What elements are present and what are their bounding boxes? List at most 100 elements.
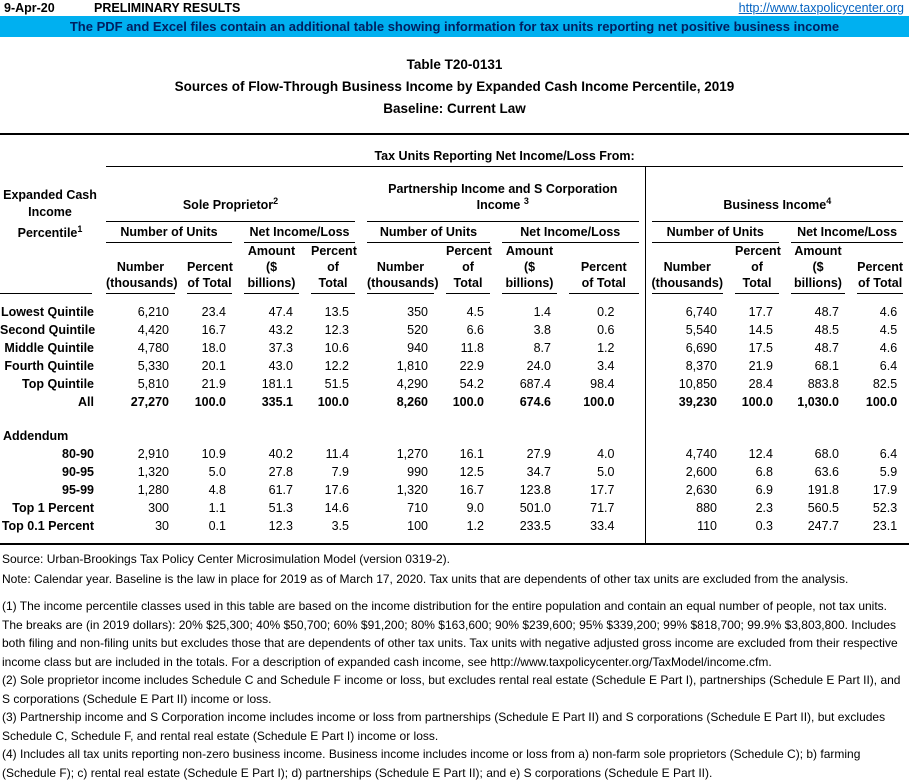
baseline-subtitle: Baseline: Current Law: [383, 101, 526, 116]
col-percent-of-total: Percent of Total: [181, 243, 238, 294]
cell: 6.4: [879, 359, 898, 373]
table-row: Fourth Quintile 5,330 20.1 43.0 12.2 1,810 22.…: [0, 357, 909, 375]
table-row: Second Quintile 4,420 16.7 43.2 12.3 520 6.6 3.…: [0, 321, 909, 339]
cell: [729, 427, 785, 445]
cell: [729, 535, 785, 544]
cell: 6,690: [644, 339, 729, 357]
cell: 17.7: [748, 305, 773, 319]
cell: 2,910: [137, 447, 169, 461]
cell: 5,810: [137, 377, 169, 391]
cell: 22.9: [459, 359, 484, 373]
cell: 335.1: [261, 395, 293, 409]
cell: [238, 535, 305, 544]
cell: [361, 427, 440, 445]
subheader-number-of-units: Number of Units: [361, 222, 496, 243]
cell: [440, 411, 496, 427]
cell: [563, 427, 645, 445]
top-bar: 9-Apr-20 PRELIMINARY RESULTS http://www.…: [0, 0, 909, 16]
table-row: Top Quintile 5,810 21.9 181.1 51.5 4,290 54.2 6…: [0, 375, 909, 393]
cell: [305, 411, 361, 427]
cell: 520: [407, 323, 428, 337]
taxpolicycenter-link[interactable]: http://www.taxpolicycenter.org: [738, 1, 904, 15]
row-label: Top 0.1 Percent: [1, 519, 94, 533]
cell: 4.5: [466, 305, 484, 319]
row-label: [0, 294, 100, 303]
cell: 16.7: [459, 483, 484, 497]
calendar-note: Note: Calendar year. Baseline is the law…: [2, 571, 849, 586]
cell: 39,230: [644, 393, 729, 411]
cell: [496, 294, 563, 303]
cell: 883.8: [807, 377, 839, 391]
table-row: Top 1 Percent 300 1.1 51.3 14.6 710 9.0 501.0 71…: [0, 499, 909, 517]
cell: 12.5: [459, 465, 484, 479]
cell: 1.1: [208, 501, 226, 515]
cell: 48.7: [814, 305, 839, 319]
cell: 6.4: [879, 447, 898, 461]
source-note: Source: Urban-Brookings Tax Policy Cente…: [2, 552, 450, 566]
cell: [496, 411, 563, 427]
cell: 5,330: [137, 359, 169, 373]
cell: [238, 411, 305, 427]
cell: 674.6: [519, 395, 551, 409]
income-table: Expanded Cash Income Percentile1 Tax Uni…: [0, 133, 909, 545]
cell: 16.1: [459, 447, 484, 461]
cell: [851, 411, 909, 427]
cell: [785, 294, 851, 303]
cell: 43.2: [268, 323, 293, 337]
cell: 3.4: [597, 359, 615, 373]
cell: 940: [407, 341, 428, 355]
cell: 40.2: [268, 447, 293, 461]
cell: [181, 535, 238, 544]
cell: 4.6: [879, 341, 898, 355]
cell: 3.5: [331, 519, 349, 533]
row-header-title: Expanded Cash Income Percentile1: [0, 134, 100, 294]
cell: 12.3: [324, 323, 349, 337]
cell: 6,210: [137, 305, 169, 319]
title-block: Table T20-0131 Sources of Flow-Through B…: [0, 54, 909, 120]
cell: 233.5: [519, 519, 551, 533]
cell: 20.1: [201, 359, 226, 373]
cell: [496, 427, 563, 445]
cell: 100.0: [317, 395, 349, 409]
cell: 6.8: [755, 465, 773, 479]
cell: 4.8: [208, 483, 226, 497]
cell: [238, 294, 305, 303]
cell: 14.5: [748, 323, 773, 337]
cell: 12.4: [748, 447, 773, 461]
table-row: Lowest Quintile 6,210 23.4 47.4 13.5 350 4.5 1.…: [0, 303, 909, 321]
cell: 1,810: [396, 359, 428, 373]
col-amount-billions: Amount ($ billions): [785, 243, 851, 294]
row-label: [0, 411, 100, 427]
cell: 5,540: [644, 321, 729, 339]
cell: [100, 535, 181, 544]
cell: [563, 294, 645, 303]
cell: 16.7: [201, 323, 226, 337]
col-number-thousands: Number (thousands): [100, 243, 181, 294]
cell: [644, 535, 729, 544]
footnotes: (1) The income percentile classes used i…: [2, 597, 906, 782]
cell: 4.5: [879, 323, 898, 337]
cell: [361, 535, 440, 544]
col-amount-billions: Amount ($ billions): [238, 243, 305, 294]
cell: 191.8: [807, 483, 839, 497]
cell: [305, 427, 361, 445]
cell: 100.0: [865, 395, 898, 409]
col-percent-of-total: Percent of Total: [440, 243, 496, 294]
cell: 1,320: [396, 483, 428, 497]
row-label: All: [78, 395, 94, 409]
addendum-row: Addendum: [0, 427, 909, 445]
cell: 100.0: [741, 395, 773, 409]
cell: [851, 535, 909, 544]
cell: 8.7: [533, 341, 551, 355]
cell: 12.2: [324, 359, 349, 373]
cell: 4.6: [879, 305, 898, 319]
cell: 9.0: [466, 501, 484, 515]
col-number-thousands: Number (thousands): [361, 243, 440, 294]
cell: 24.0: [526, 359, 551, 373]
cell: [563, 411, 645, 427]
cell: [785, 535, 851, 544]
cell: 181.1: [261, 377, 293, 391]
cell: 21.9: [201, 377, 226, 391]
cell: 110: [644, 517, 729, 535]
cell: [440, 535, 496, 544]
